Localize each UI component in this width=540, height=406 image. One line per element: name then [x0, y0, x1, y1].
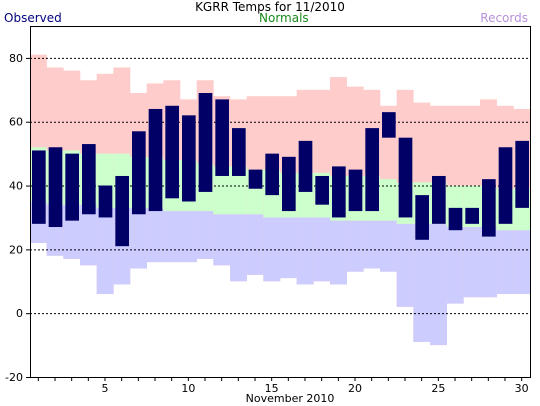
y-tick-label: 80	[9, 52, 23, 65]
observed-bar	[315, 175, 329, 205]
record-low-bar	[230, 214, 247, 282]
observed-bar	[415, 195, 429, 240]
record-low-bar	[313, 217, 331, 282]
observed-bar	[432, 175, 446, 224]
record-low-bar	[413, 223, 431, 342]
observed-bar	[398, 137, 413, 218]
record-low-bar	[446, 227, 464, 304]
record-low-bar	[213, 214, 231, 266]
observed-bar	[165, 105, 179, 199]
y-tick-label: 60	[9, 116, 23, 129]
x-tick-label: 15	[265, 382, 279, 395]
observed-bar	[365, 128, 379, 212]
observed-bar	[98, 185, 113, 218]
observed-bar	[232, 128, 246, 176]
observed-bar	[465, 207, 479, 224]
record-low-bar	[396, 223, 414, 307]
x-tick-label: 30	[515, 382, 529, 395]
legend-normals: Normals	[259, 11, 309, 25]
record-low-bar	[96, 207, 114, 295]
observed-bar	[248, 169, 263, 189]
y-tick-label: -20	[5, 371, 23, 384]
record-low-bar	[496, 230, 514, 295]
observed-bar	[282, 156, 296, 212]
observed-bar	[215, 99, 229, 176]
observed-bar	[482, 179, 496, 237]
observed-bar	[332, 166, 346, 218]
record-low-bar	[80, 204, 97, 266]
observed-bar	[448, 207, 463, 231]
observed-bar	[265, 153, 279, 196]
legend-records: Records	[480, 11, 528, 25]
observed-bar	[65, 153, 79, 221]
observed-bar	[498, 147, 513, 224]
y-tick-label: 20	[9, 243, 23, 256]
y-tick-label: 0	[16, 307, 23, 320]
record-low-bar	[463, 227, 481, 298]
record-low-bar	[296, 217, 314, 285]
record-low-bar	[330, 220, 347, 285]
observed-bar	[515, 140, 529, 208]
x-tick-label: 5	[102, 382, 109, 395]
chart-title: KGRR Temps for 11/2010	[195, 0, 345, 14]
plot-frame	[30, 26, 531, 378]
observed-bar	[148, 108, 163, 212]
record-low-bar	[513, 230, 531, 295]
observed-bar	[298, 140, 313, 192]
y-tick-label: 40	[9, 180, 23, 193]
x-tick-label: 25	[431, 382, 445, 395]
observed-bar	[48, 147, 63, 228]
record-low-bar	[180, 211, 197, 263]
observed-bar	[182, 115, 196, 202]
observed-bar	[82, 144, 96, 215]
record-low-bar	[246, 214, 264, 275]
x-tick-label: 10	[181, 382, 195, 395]
record-low-bar	[380, 220, 397, 272]
record-low-bar	[280, 217, 297, 279]
observed-bar	[382, 112, 396, 138]
record-low-bar	[480, 227, 497, 298]
record-low-bar	[163, 211, 181, 263]
normal-range-bar	[213, 166, 231, 215]
record-low-bar	[430, 223, 447, 346]
normal-range-bar	[230, 166, 247, 215]
record-low-bar	[196, 211, 214, 259]
x-tick-label: 20	[348, 382, 362, 395]
x-axis-label: November 2010	[246, 392, 335, 405]
legend-observed: Observed	[4, 11, 62, 25]
record-low-bar	[363, 220, 381, 269]
observed-bar	[198, 93, 213, 192]
record-low-bar	[130, 207, 147, 269]
observed-bar	[348, 169, 363, 212]
observed-bar	[132, 131, 146, 215]
observed-bar	[32, 150, 46, 224]
normal-range-bar	[380, 179, 397, 221]
observed-bar	[115, 175, 129, 247]
record-low-bar	[146, 207, 164, 263]
record-low-bar	[346, 220, 364, 272]
